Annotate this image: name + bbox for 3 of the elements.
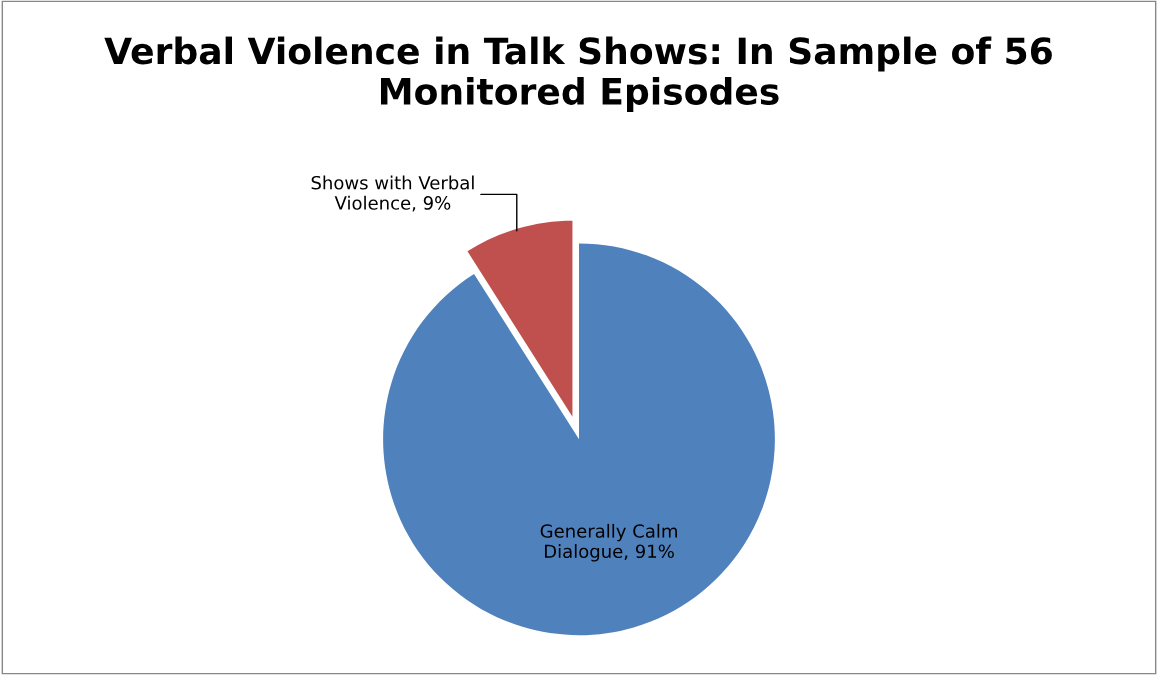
slice-label: Generally Calm Dialogue, 91% bbox=[540, 523, 677, 562]
slice-label: Shows with Verbal Violence, 9% bbox=[311, 175, 474, 212]
chart-title: Verbal Violence in Talk Shows: In Sample of 56 Monitored Episodes bbox=[104, 36, 1052, 112]
